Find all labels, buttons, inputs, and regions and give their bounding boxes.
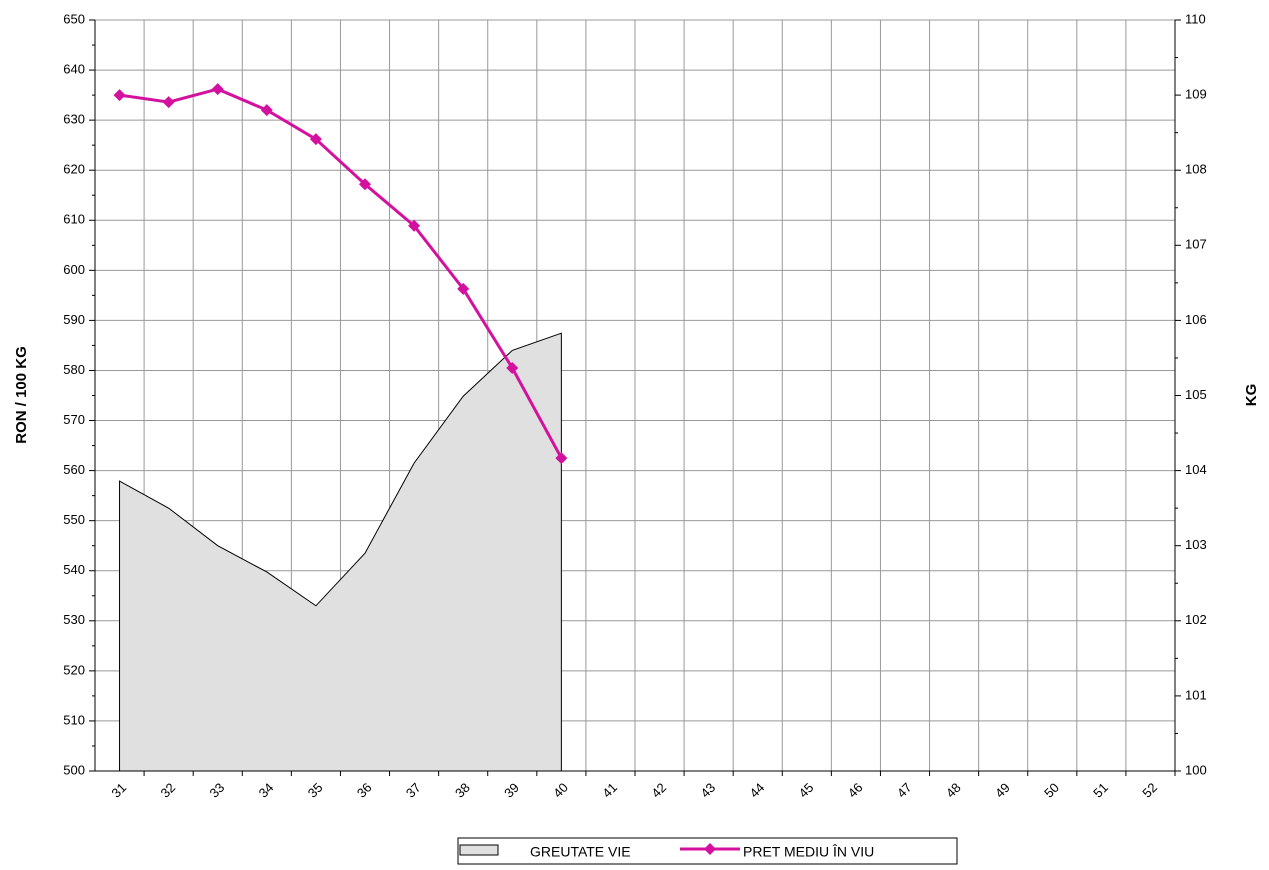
marker [260,104,273,117]
marker [113,89,126,102]
y2-tick-label: 110 [1185,11,1206,26]
x-tick-label: 38 [452,780,473,801]
y-tick-label: 620 [63,162,85,177]
marker [457,282,470,295]
marker [309,133,322,146]
x-tick-label: 35 [305,780,326,801]
y-tick-label: 610 [63,212,85,227]
x-tick-label: 37 [403,780,424,801]
y-tick-label: 590 [63,312,85,327]
x-tick-label: 52 [1139,780,1160,801]
legend-label: GREUTATE VIE [530,844,631,860]
marker [211,83,224,96]
y2-tick-label: 103 [1185,537,1207,552]
x-tick-label: 50 [1041,780,1062,801]
y2-tick-label: 100 [1185,762,1207,777]
y2-tick-label: 109 [1185,87,1207,102]
x-tick-label: 51 [1090,780,1111,801]
y-tick-label: 500 [63,762,85,777]
x-tick-label: 45 [796,780,817,801]
marker [555,452,568,465]
x-tick-label: 31 [108,780,129,801]
y-tick-label: 600 [63,262,85,277]
y-tick-label: 510 [63,712,85,727]
y-tick-label: 520 [63,662,85,677]
y2-tick-label: 104 [1185,462,1207,477]
x-tick-label: 36 [354,780,375,801]
x-tick-label: 42 [648,780,669,801]
line [119,87,563,459]
y-tick-label: 550 [63,512,85,527]
y-tick-label: 540 [63,562,85,577]
y2-tick-label: 105 [1185,387,1207,402]
x-tick-label: 41 [599,780,620,801]
x-tick-label: 32 [157,780,178,801]
y2-tick-label: 106 [1185,312,1207,327]
y-tick-label: 650 [63,11,85,26]
y-tick-label: 560 [63,462,85,477]
y2-tick-label: 102 [1185,612,1207,627]
x-tick-label: 40 [550,780,571,801]
y-tick-label: 580 [63,362,85,377]
x-tick-label: 46 [845,780,866,801]
y-tick-label: 640 [63,62,85,77]
x-tick-label: 34 [256,780,277,801]
y2-axis-title: KG [1243,384,1260,407]
x-tick-label: 39 [501,780,522,801]
marker [408,219,421,232]
marker [359,178,371,191]
y-tick-label: 630 [63,112,85,127]
marker [506,361,519,374]
x-tick-label: 33 [207,780,228,801]
x-tick-label: 43 [697,780,718,801]
x-tick-label: 48 [943,780,964,801]
y2-tick-label: 107 [1185,237,1207,252]
x-tick-label: 44 [747,780,768,801]
y-tick-label: 570 [63,412,85,427]
legend-marker [704,843,716,855]
x-tick-label: 47 [894,780,915,801]
y-axis-title: RON / 100 KG [13,346,30,444]
x-tick-label: 49 [992,780,1013,801]
y-tick-label: 530 [63,612,85,627]
y2-tick-label: 101 [1185,687,1207,702]
legend-label: PRET MEDIU ÎN VIU [743,844,874,860]
y2-tick-label: 108 [1185,162,1207,177]
area [119,332,562,772]
marker [162,96,175,109]
legend-swatch [459,844,499,856]
